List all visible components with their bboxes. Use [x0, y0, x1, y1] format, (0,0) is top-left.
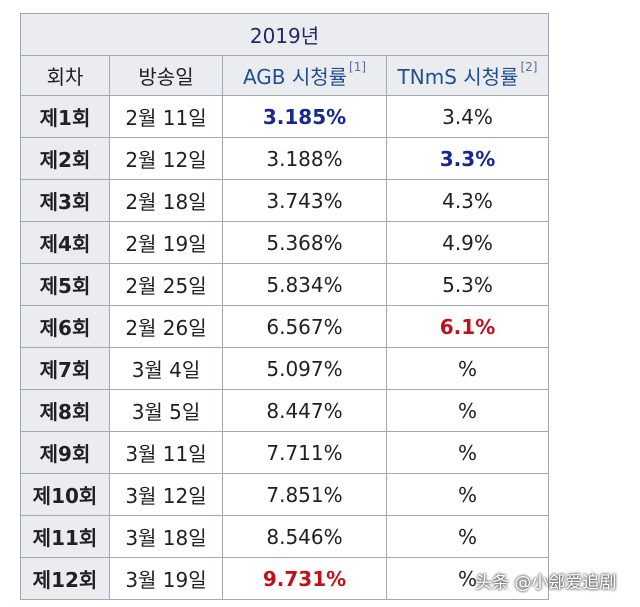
airdate-cell: 2월 19일 — [109, 221, 223, 264]
table-header-row: 회차 방송일 AGB 시청률 [1] TNmS 시청률 [2] — [20, 55, 549, 96]
agb-rating-cell: 6.567% — [222, 305, 387, 348]
agb-rating-cell: 5.368% — [222, 221, 387, 264]
ratings-table-container: 2019년 회차 방송일 AGB 시청률 [1] TNmS 시청률 [2] 제1회 2… — [20, 13, 549, 600]
tnms-rating-cell: 5.3% — [386, 263, 549, 306]
airdate-cell: 2월 25일 — [109, 263, 223, 306]
table-row: 제3회 2월 18일 3.743% 4.3% — [20, 179, 549, 222]
table-row: 제12회 3월 19일 9.731%% — [20, 557, 549, 600]
ratings-table: 2019년 회차 방송일 AGB 시청률 [1] TNmS 시청률 [2] 제1회 2… — [20, 13, 549, 600]
table-row: 제6회 2월 26일 6.567% 6.1% — [20, 305, 549, 348]
episode-cell: 제2회 — [20, 137, 110, 180]
table-row: 제7회 3월 4일 5.097%% — [20, 347, 549, 390]
header-airdate: 방송일 — [109, 55, 223, 96]
watermark: 头条 @小郐爱追剧 — [475, 573, 617, 593]
airdate-cell: 3월 19일 — [109, 557, 223, 600]
table-row: 제4회 2월 19일 5.368% 4.9% — [20, 221, 549, 264]
header-agb-label: AGB 시청률 — [242, 65, 348, 89]
tnms-rating-cell: % — [386, 431, 549, 474]
episode-cell: 제12회 — [20, 557, 110, 600]
tnms-rating-cell: % — [386, 557, 549, 600]
table-row: 제10회 3월 12일 7.851%% — [20, 473, 549, 516]
airdate-cell: 3월 4일 — [109, 347, 223, 390]
tnms-rating-cell: % — [386, 515, 549, 558]
tnms-rating-cell: % — [386, 389, 549, 432]
agb-rating-cell-highlight: 3.185% — [262, 104, 347, 129]
episode-cell: 제10회 — [20, 473, 110, 516]
airdate-cell: 3월 5일 — [109, 389, 223, 432]
episode-cell: 제9회 — [20, 431, 110, 474]
airdate-cell: 2월 18일 — [109, 179, 223, 222]
airdate-cell: 3월 12일 — [109, 473, 223, 516]
header-agb: AGB 시청률 [1] — [222, 55, 387, 96]
tnms-reference-link[interactable]: [2] — [520, 60, 538, 74]
table-title: 2019년 — [20, 13, 549, 56]
tnms-rating-cell: 3.3% — [386, 137, 549, 180]
table-row: 제8회 3월 5일 8.447%% — [20, 389, 549, 432]
agb-rating-cell: 8.447% — [222, 389, 387, 432]
agb-rating-cell: 5.097% — [222, 347, 387, 390]
agb-rating-cell: 7.851% — [222, 473, 387, 516]
table-row: 제2회 2월 12일 3.188% 3.3% — [20, 137, 549, 180]
episode-cell: 제7회 — [20, 347, 110, 390]
tnms-rating-cell: % — [386, 473, 549, 516]
agb-rating-cell: 7.711% — [222, 431, 387, 474]
tnms-rating-cell: 4.9% — [386, 221, 549, 264]
agb-reference-link[interactable]: [1] — [349, 60, 367, 74]
tnms-rating-cell: % — [386, 347, 549, 390]
agb-rating-cell: 9.731% — [222, 557, 387, 600]
header-tnms: TNmS 시청률 [2] — [386, 55, 549, 96]
tnms-rating-cell: 4.3% — [386, 179, 549, 222]
airdate-cell: 3월 11일 — [109, 431, 223, 474]
table-row: 제1회 2월 11일 3.185% 3.4% — [20, 95, 549, 138]
header-episode: 회차 — [20, 55, 110, 96]
header-tnms-label: TNmS 시청률 — [397, 65, 519, 89]
table-row: 제9회 3월 11일 7.711%% — [20, 431, 549, 474]
airdate-cell: 2월 26일 — [109, 305, 223, 348]
agb-rating-cell: 3.188% — [222, 137, 387, 180]
tnms-rating-cell-highlight: 6.1% — [439, 314, 496, 339]
airdate-cell: 3월 18일 — [109, 515, 223, 558]
tnms-rating-cell: 3.4% — [386, 95, 549, 138]
airdate-cell: 2월 12일 — [109, 137, 223, 180]
agb-rating-cell-highlight: 9.731% — [262, 566, 347, 591]
agb-rating-cell: 3.743% — [222, 179, 387, 222]
episode-cell: 제11회 — [20, 515, 110, 558]
table-title-row: 2019년 — [20, 13, 549, 56]
agb-rating-cell: 5.834% — [222, 263, 387, 306]
table-body: 제1회 2월 11일 3.185% 3.4% 제2회 2월 12일 3.188% 3.3% 제3… — [20, 95, 549, 600]
agb-rating-cell: 3.185% — [222, 95, 387, 138]
tnms-rating-cell: 6.1% — [386, 305, 549, 348]
tnms-rating-cell-highlight: 3.3% — [439, 146, 496, 171]
episode-cell: 제3회 — [20, 179, 110, 222]
table-row: 제11회 3월 18일 8.546%% — [20, 515, 549, 558]
episode-cell: 제6회 — [20, 305, 110, 348]
airdate-cell: 2월 11일 — [109, 95, 223, 138]
episode-cell: 제1회 — [20, 95, 110, 138]
agb-rating-cell: 8.546% — [222, 515, 387, 558]
episode-cell: 제8회 — [20, 389, 110, 432]
episode-cell: 제5회 — [20, 263, 110, 306]
episode-cell: 제4회 — [20, 221, 110, 264]
table-row: 제5회 2월 25일 5.834% 5.3% — [20, 263, 549, 306]
